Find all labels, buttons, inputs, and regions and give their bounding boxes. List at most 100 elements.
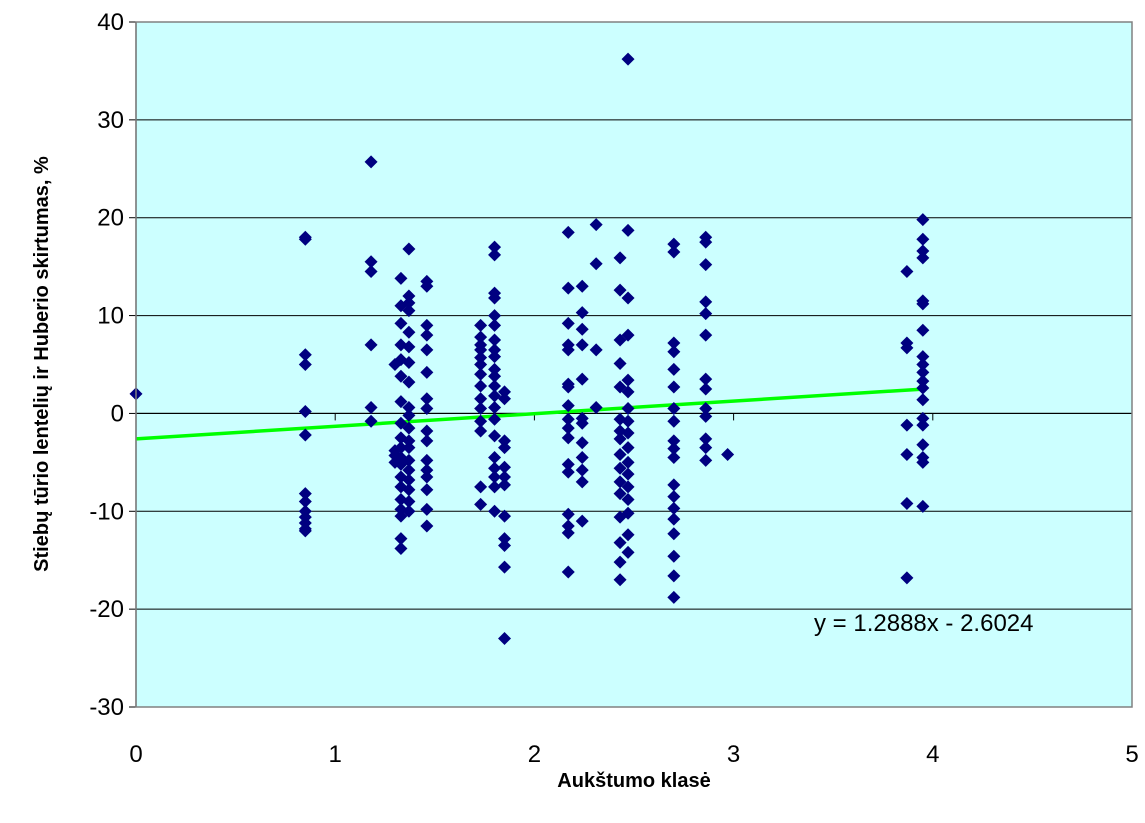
- data-point: [420, 402, 434, 416]
- data-point: [699, 382, 713, 396]
- data-point: [561, 431, 575, 445]
- data-point: [474, 343, 488, 357]
- data-point: [613, 432, 627, 446]
- y-tick-label: -30: [89, 694, 124, 721]
- data-point: [488, 291, 502, 305]
- data-point: [498, 478, 512, 492]
- data-point: [420, 502, 434, 516]
- data-point: [575, 322, 589, 336]
- data-point: [488, 369, 502, 383]
- tick-labels: -30 -20 -10 0 10 20 30 40 0 1 2 3 4 5: [89, 9, 1138, 768]
- data-point: [420, 519, 434, 533]
- x-tick-label: 3: [727, 741, 740, 768]
- data-point: [699, 409, 713, 423]
- data-point: [589, 218, 603, 232]
- data-point: [394, 541, 408, 555]
- y-axis-title: Stiebų tūrio lentelių ir Huberio skirtum…: [31, 156, 53, 572]
- data-point: [613, 487, 627, 501]
- x-axis-title: Aukštumo klasė: [557, 770, 710, 792]
- data-point: [916, 350, 930, 364]
- data-point: [561, 399, 575, 413]
- data-point: [621, 480, 635, 494]
- data-point: [589, 401, 603, 415]
- data-point: [667, 362, 681, 376]
- data-point: [561, 526, 575, 540]
- data-point: [561, 519, 575, 533]
- data-point: [900, 418, 914, 432]
- data-point: [589, 343, 603, 357]
- data-point: [667, 527, 681, 541]
- data-point: [916, 358, 930, 371]
- plot-border: [135, 21, 1133, 708]
- data-point: [621, 402, 635, 416]
- data-point: [561, 343, 575, 357]
- data-point: [613, 283, 627, 297]
- data-point: [488, 240, 502, 254]
- data-point: [498, 632, 512, 645]
- data-point: [916, 411, 930, 425]
- data-point: [916, 455, 930, 469]
- data-point: [900, 571, 914, 585]
- data-point: [667, 512, 681, 526]
- data-point: [474, 497, 488, 511]
- data-point: [488, 389, 502, 403]
- data-point: [621, 385, 635, 399]
- data-point: [916, 213, 930, 227]
- x-tick-label: 1: [329, 741, 342, 768]
- data-point: [621, 426, 635, 440]
- data-point: [561, 457, 575, 471]
- data-point: [420, 279, 434, 293]
- data-point: [498, 434, 512, 448]
- data-point: [575, 436, 589, 450]
- data-point: [916, 393, 930, 407]
- data-point: [488, 343, 502, 357]
- data-point: [621, 506, 635, 520]
- data-point: [488, 504, 502, 518]
- data-point: [402, 473, 416, 487]
- data-point: [488, 461, 502, 475]
- y-tick-label: 30: [97, 107, 124, 134]
- data-point: [621, 467, 635, 481]
- data-point: [402, 289, 416, 303]
- data-point: [575, 306, 589, 320]
- data-point: [364, 155, 378, 169]
- data-point: [402, 242, 416, 256]
- data-point: [667, 501, 681, 515]
- data-point: [394, 441, 408, 455]
- data-point: [298, 404, 312, 418]
- x-tick-label: 0: [129, 741, 142, 768]
- data-point: [699, 295, 713, 309]
- data-point: [488, 350, 502, 364]
- data-point: [621, 493, 635, 507]
- data-point: [613, 357, 627, 371]
- data-point: [613, 573, 627, 587]
- data-point: [420, 470, 434, 484]
- data-point: [364, 265, 378, 279]
- data-point: [488, 318, 502, 332]
- data-point: [474, 402, 488, 416]
- y-tick-label: 40: [97, 9, 124, 36]
- data-point: [498, 441, 512, 455]
- data-point: [394, 369, 408, 383]
- data-point: [575, 475, 589, 489]
- data-points: [129, 52, 930, 645]
- data-point: [667, 478, 681, 492]
- data-point: [474, 480, 488, 494]
- data-point: [474, 414, 488, 428]
- data-point: [402, 495, 416, 508]
- data-point: [394, 532, 408, 546]
- data-point: [420, 453, 434, 467]
- data-point: [420, 328, 434, 342]
- data-point: [667, 569, 681, 583]
- y-tick-label: -20: [89, 596, 124, 623]
- data-point: [402, 325, 416, 339]
- data-point: [474, 379, 488, 393]
- data-point: [298, 358, 312, 371]
- data-point: [561, 421, 575, 435]
- data-point: [916, 418, 930, 432]
- data-point: [699, 432, 713, 446]
- data-point: [402, 401, 416, 415]
- data-point: [474, 351, 488, 365]
- data-point: [298, 348, 312, 362]
- data-point: [488, 401, 502, 415]
